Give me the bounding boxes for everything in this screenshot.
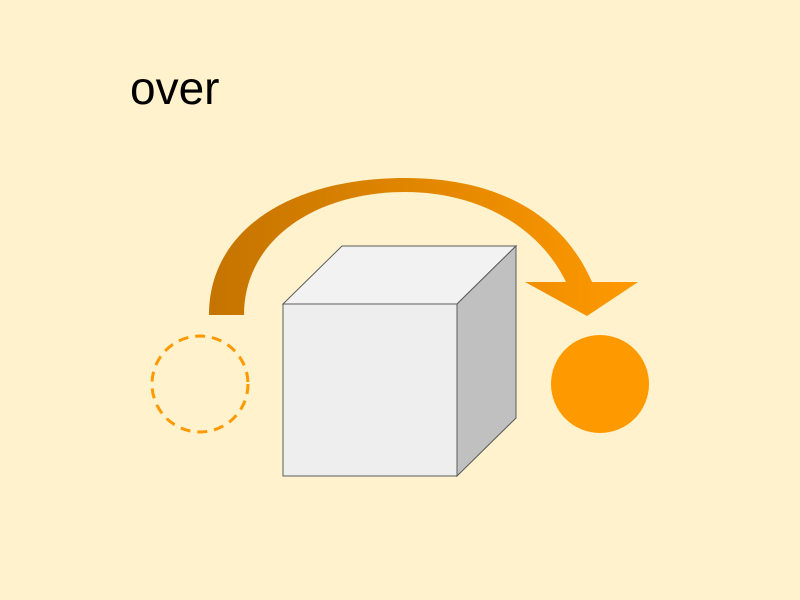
curved-arrow bbox=[209, 178, 638, 316]
end-position-circle bbox=[551, 335, 649, 433]
cube-front-face bbox=[282, 303, 458, 477]
cube-obstacle bbox=[281, 244, 518, 478]
start-position-dashed-circle bbox=[150, 334, 250, 434]
preposition-label: over bbox=[130, 62, 220, 114]
